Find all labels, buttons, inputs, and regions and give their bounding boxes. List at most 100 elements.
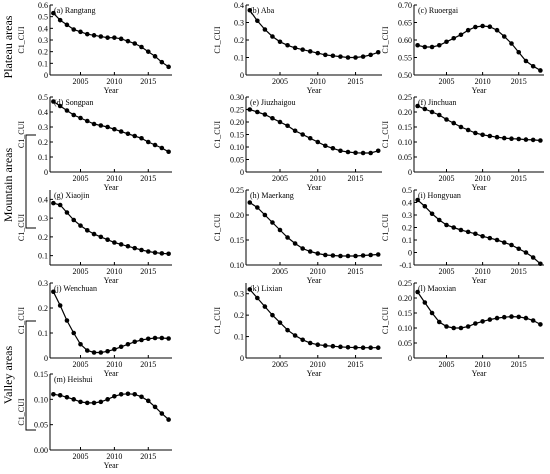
panel-title: (b) Aba — [250, 6, 275, 15]
data-point — [530, 63, 536, 69]
data-point — [307, 340, 313, 346]
data-point — [145, 139, 151, 145]
y-tick-label: 0.4 — [234, 1, 244, 10]
valley-bracket — [25, 320, 36, 431]
x-axis-title: Year — [472, 86, 487, 95]
data-point — [132, 391, 138, 397]
data-point — [422, 203, 428, 209]
series-line — [249, 108, 379, 154]
data-point — [353, 150, 358, 156]
data-point — [152, 404, 158, 410]
y-tick-label: 0.20 — [230, 118, 244, 127]
data-point — [145, 336, 151, 342]
data-point — [270, 220, 275, 225]
data-point — [480, 233, 485, 239]
data-point — [247, 107, 253, 112]
y-tick-label: 0.1 — [38, 153, 48, 162]
x-tick-label: 2015 — [348, 174, 364, 183]
data-point — [338, 253, 343, 259]
data-point — [494, 237, 500, 243]
y-tick-label: 0.4 — [38, 108, 48, 117]
data-point — [125, 391, 131, 397]
y-tick-label: 0 — [240, 71, 244, 80]
data-point — [345, 253, 351, 259]
y-axis-title: C1_CUI — [213, 121, 222, 148]
data-point — [501, 135, 507, 141]
data-point — [480, 319, 485, 324]
x-tick-label: 2005 — [73, 360, 89, 369]
data-point — [300, 47, 305, 52]
x-axis-title: Year — [472, 276, 487, 285]
x-axis-title: Year — [307, 369, 322, 378]
data-point — [523, 137, 529, 142]
x-tick-label: 2010 — [106, 452, 122, 461]
y-tick-label: 0.20 — [398, 294, 412, 303]
data-point — [315, 342, 321, 348]
y-tick-label: 0.70 — [398, 1, 412, 10]
data-point — [300, 246, 305, 251]
y-tick-label: 0.2 — [234, 311, 244, 320]
data-point — [118, 129, 124, 134]
data-point — [523, 315, 529, 321]
data-point — [415, 289, 420, 295]
data-point — [292, 241, 298, 246]
data-point — [78, 399, 83, 405]
group-label-plateau: Plateau areas — [1, 15, 15, 78]
data-point — [360, 150, 366, 156]
data-point — [112, 393, 117, 399]
x-tick-label: 2015 — [511, 360, 527, 369]
data-point — [345, 55, 351, 60]
data-point — [473, 231, 478, 237]
series-line — [249, 9, 379, 59]
series-line — [417, 199, 541, 265]
y-tick-label: 0.4 — [38, 195, 48, 204]
panel-title: (f) Jinchuan — [418, 98, 456, 107]
y-tick-label: 0.30 — [230, 93, 244, 102]
data-point — [71, 330, 77, 336]
data-point — [292, 45, 298, 51]
y-tick-label: 0.5 — [402, 186, 412, 195]
data-point — [255, 109, 260, 115]
data-point — [487, 235, 493, 241]
y-axis-title: C1_CUI — [381, 121, 390, 148]
data-point — [84, 228, 90, 233]
data-point — [458, 32, 464, 38]
data-point — [422, 106, 428, 112]
data-point — [71, 112, 77, 118]
data-point — [509, 314, 514, 319]
data-point — [98, 350, 104, 355]
data-point — [118, 242, 124, 247]
panel-title: (m) Heishui — [54, 375, 93, 384]
data-point — [159, 145, 165, 151]
data-point — [368, 345, 373, 351]
data-point — [323, 52, 328, 58]
data-point — [458, 124, 464, 130]
data-point — [84, 400, 90, 406]
y-tick-label: 0.25 — [230, 186, 244, 195]
chart-panel: 0 0.1 0.2 0.3 0.4 0.5 0.6 2005 2010 2015 Year C1_CU… — [17, 1, 172, 95]
series-line — [417, 25, 541, 71]
data-point — [112, 35, 117, 40]
data-point — [84, 31, 90, 37]
y-axis-title: C1_CUI — [17, 307, 26, 334]
y-tick-label: 0.3 — [38, 279, 48, 288]
data-point — [415, 103, 420, 109]
y-tick-label: 0.10 — [230, 143, 244, 152]
y-tick-label: 0.2 — [234, 36, 244, 45]
data-point — [51, 289, 56, 295]
y-tick-label: 0.2 — [402, 224, 412, 233]
data-point — [458, 227, 464, 233]
data-point — [360, 345, 366, 351]
data-point — [247, 200, 253, 205]
panel-title: (a) Rangtang — [54, 6, 96, 15]
data-point — [152, 335, 158, 341]
chart-panel: -0.1 0 0.1 0.2 0.3 0.4 0.5 2005 2010 2015 Year C1_C… — [381, 186, 544, 285]
data-point — [71, 27, 77, 32]
y-tick-label: 0.1 — [38, 59, 48, 68]
y-tick-label: 0.05 — [398, 153, 412, 162]
data-point — [330, 145, 336, 151]
data-point — [262, 304, 268, 309]
y-axis-title: C1_CUI — [17, 214, 26, 241]
y-tick-label: 0.1 — [234, 333, 244, 342]
y-axis-title: C1_CUI — [17, 121, 26, 148]
